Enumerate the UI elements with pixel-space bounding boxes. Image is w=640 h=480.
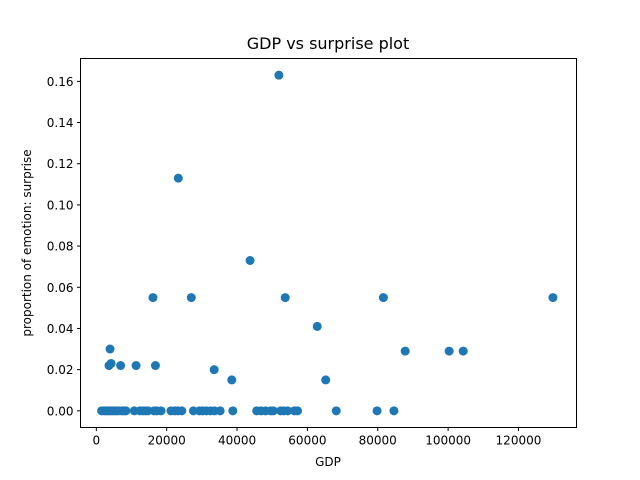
data-point (458, 346, 468, 356)
x-tick-label: 100000 (425, 434, 471, 448)
data-point (389, 406, 399, 416)
data-point (548, 293, 558, 303)
plot-area-frame (80, 58, 577, 428)
data-point (274, 70, 284, 80)
axis-ticks: 0 20000 40000 60000 80000 100000 120000 0.00 0.0… (47, 75, 542, 448)
data-point (148, 293, 158, 303)
data-point (156, 406, 166, 416)
data-point (173, 173, 183, 183)
data-point (131, 361, 141, 371)
data-point (400, 346, 410, 356)
y-tick-label: 0.00 (47, 404, 74, 418)
data-point (444, 346, 454, 356)
y-tick-label: 0.12 (47, 157, 74, 171)
y-tick-label: 0.16 (47, 75, 74, 89)
data-point (116, 361, 126, 371)
data-point (150, 361, 160, 371)
x-tick-label: 40000 (218, 434, 256, 448)
data-point (215, 406, 225, 416)
x-tick-label: 120000 (496, 434, 542, 448)
data-point (321, 375, 331, 385)
data-point (283, 406, 293, 416)
x-axis-label: GDP (315, 455, 341, 469)
y-tick-label: 0.10 (47, 198, 74, 212)
data-point (280, 293, 290, 303)
chart-title: GDP vs surprise plot (247, 34, 410, 53)
data-point (227, 375, 237, 385)
y-tick-label: 0.04 (47, 322, 74, 336)
y-tick-label: 0.02 (47, 363, 74, 377)
data-point (378, 293, 388, 303)
data-point (105, 344, 115, 354)
data-point (177, 406, 187, 416)
x-tick-label: 60000 (288, 434, 326, 448)
data-point (312, 321, 322, 331)
data-point (268, 406, 278, 416)
y-axis-label: proportion of emotion: surprise (20, 149, 34, 336)
x-tick-label: 20000 (148, 434, 186, 448)
data-point (104, 361, 114, 371)
y-tick-label: 0.08 (47, 240, 74, 254)
y-tick-label: 0.06 (47, 281, 74, 295)
x-tick-label: 0 (93, 434, 101, 448)
data-points (97, 70, 558, 416)
data-point (228, 406, 238, 416)
y-tick-label: 0.14 (47, 116, 74, 130)
data-point (186, 293, 196, 303)
data-point (331, 406, 341, 416)
x-tick-label: 80000 (359, 434, 397, 448)
data-point (209, 365, 219, 375)
data-point (245, 256, 255, 266)
data-point (372, 406, 382, 416)
data-point (121, 406, 131, 416)
data-point (293, 406, 303, 416)
